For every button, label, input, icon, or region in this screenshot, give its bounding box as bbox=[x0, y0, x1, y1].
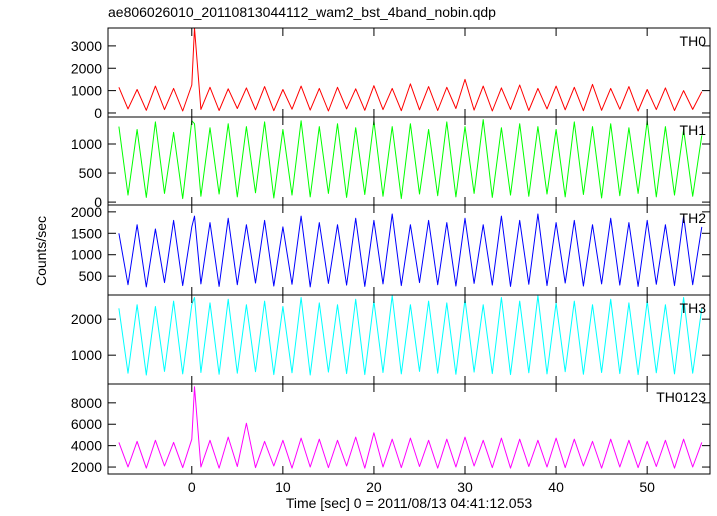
y-tick-label: 1000 bbox=[71, 83, 102, 99]
panel-label: TH0 bbox=[680, 33, 707, 49]
y-tick-label: 2000 bbox=[71, 60, 102, 76]
y-tick-label: 0 bbox=[94, 194, 102, 210]
panel-label: TH0123 bbox=[656, 389, 706, 405]
light-curve bbox=[118, 28, 703, 112]
y-tick-label: 2000 bbox=[71, 459, 102, 475]
light-curve bbox=[118, 386, 703, 469]
y-tick-label: 1500 bbox=[71, 225, 102, 241]
y-tick-label: 500 bbox=[79, 268, 103, 284]
panel-frame bbox=[107, 383, 711, 475]
panel-label: TH3 bbox=[680, 300, 707, 316]
x-axis-label: Time [sec] 0 = 2011/08/13 04:41:12.053 bbox=[286, 495, 533, 511]
light-curve bbox=[118, 295, 703, 376]
x-tick-label: 10 bbox=[275, 479, 291, 495]
y-tick-label: 6000 bbox=[71, 416, 102, 432]
light-curve bbox=[118, 119, 703, 200]
y-axis-label: Counts/sec bbox=[33, 216, 49, 286]
y-tick-label: 3000 bbox=[71, 38, 102, 54]
x-tick-label: 0 bbox=[188, 479, 196, 495]
panel-label: TH2 bbox=[680, 210, 707, 226]
y-tick-label: 1000 bbox=[71, 247, 102, 263]
y-tick-label: 2000 bbox=[71, 204, 102, 220]
x-tick-label: 40 bbox=[548, 479, 564, 495]
y-tick-label: 2000 bbox=[71, 311, 102, 327]
light-curve bbox=[118, 213, 703, 288]
x-tick-label: 50 bbox=[639, 479, 655, 495]
y-tick-label: 500 bbox=[79, 165, 103, 181]
y-tick-label: 1000 bbox=[71, 347, 102, 363]
x-tick-label: 20 bbox=[366, 479, 382, 495]
chart-title: ae806026010_20110813044112_wam2_bst_4ban… bbox=[108, 4, 496, 20]
y-tick-label: 4000 bbox=[71, 438, 102, 454]
y-tick-label: 8000 bbox=[71, 395, 102, 411]
y-tick-label: 0 bbox=[94, 105, 102, 121]
x-tick-label: 30 bbox=[457, 479, 473, 495]
panel-label: TH1 bbox=[680, 122, 707, 138]
y-tick-label: 1000 bbox=[71, 136, 102, 152]
